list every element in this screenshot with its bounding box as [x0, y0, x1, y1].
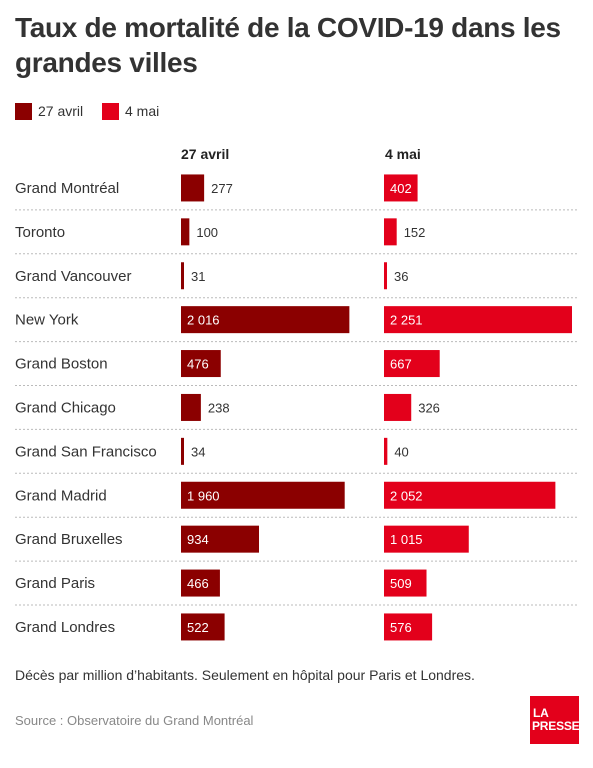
bar-grand-paris-27-avril — [181, 569, 220, 597]
bar-grand-san-francisco-4-mai — [384, 437, 388, 465]
footnote: Décès par million d’habitants. Seulement… — [15, 667, 475, 683]
legend-swatch-27-avril — [15, 103, 32, 120]
bar-grand-bruxelles-27-avril — [181, 525, 260, 553]
category-label-toronto: Toronto — [15, 224, 65, 241]
bar-grand-vancouver-4-mai — [384, 262, 388, 290]
value-label-grand-boston-27-avril: 476 — [187, 357, 209, 372]
bar-grand-montreal-27-avril — [181, 174, 205, 202]
value-label-grand-vancouver-27-avril: 31 — [191, 269, 205, 284]
bar-grand-chicago-4-mai — [384, 393, 412, 421]
value-label-grand-bruxelles-27-avril: 934 — [187, 532, 209, 547]
bar-grand-londres-27-avril — [181, 613, 225, 641]
category-label-grand-montreal: Grand Montréal — [15, 180, 119, 197]
value-label-grand-madrid-4-mai: 2 052 — [390, 488, 423, 503]
bar-grand-paris-4-mai — [384, 569, 427, 597]
bar-grand-chicago-27-avril — [181, 393, 201, 421]
value-label-grand-paris-4-mai: 509 — [390, 576, 412, 591]
bar-chart: Grand Montréal 277 402 Toronto 100 152 Grand V… — [15, 174, 578, 641]
value-label-grand-chicago-27-avril: 238 — [208, 400, 230, 415]
value-label-grand-londres-27-avril: 522 — [187, 620, 209, 635]
value-label-toronto-4-mai: 152 — [404, 225, 426, 240]
category-label-grand-paris: Grand Paris — [15, 575, 95, 592]
category-label-grand-boston: Grand Boston — [15, 356, 108, 373]
category-label-grand-san-francisco: Grand San Francisco — [15, 443, 157, 460]
value-label-grand-madrid-27-avril: 1 960 — [187, 488, 220, 503]
value-label-toronto-27-avril: 100 — [196, 225, 218, 240]
category-label-grand-londres: Grand Londres — [15, 619, 115, 636]
value-label-new-york-4-mai: 2 251 — [390, 313, 423, 328]
category-label-grand-bruxelles: Grand Bruxelles — [15, 531, 123, 548]
value-label-grand-chicago-4-mai: 326 — [418, 400, 440, 415]
bar-new-york-27-avril — [181, 306, 350, 334]
value-label-grand-san-francisco-4-mai: 40 — [394, 444, 408, 459]
value-label-grand-san-francisco-27-avril: 34 — [191, 444, 205, 459]
bar-grand-montreal-4-mai — [384, 174, 418, 202]
bar-new-york-4-mai — [384, 306, 572, 334]
column-header-4-mai: 4 mai — [385, 146, 421, 162]
value-label-grand-vancouver-4-mai: 36 — [394, 269, 408, 284]
category-label-grand-vancouver: Grand Vancouver — [15, 268, 131, 285]
bar-toronto-4-mai — [384, 218, 397, 246]
bar-grand-bruxelles-4-mai — [384, 525, 469, 553]
category-label-new-york: New York — [15, 312, 79, 329]
legend-label-4-mai: 4 mai — [125, 103, 160, 119]
bar-grand-vancouver-27-avril — [181, 262, 184, 290]
bar-grand-boston-27-avril — [181, 350, 221, 378]
value-label-grand-montreal-27-avril: 277 — [211, 181, 233, 196]
legend-swatch-4-mai — [102, 103, 119, 120]
source-credit: Source : Observatoire du Grand Montréal — [15, 713, 254, 728]
value-label-grand-montreal-4-mai: 402 — [390, 181, 412, 196]
value-label-new-york-27-avril: 2 016 — [187, 313, 220, 328]
bar-grand-madrid-4-mai — [384, 481, 556, 509]
bar-grand-londres-4-mai — [384, 613, 433, 641]
legend-label-27-avril: 27 avril — [38, 103, 84, 119]
logo-line-2: PRESSE — [532, 719, 580, 733]
value-label-grand-bruxelles-4-mai: 1 015 — [390, 532, 423, 547]
column-header-27-avril: 27 avril — [181, 146, 230, 162]
value-label-grand-paris-27-avril: 466 — [187, 576, 209, 591]
bar-grand-madrid-27-avril — [181, 481, 345, 509]
bar-grand-boston-4-mai — [384, 350, 440, 378]
bar-toronto-27-avril — [181, 218, 190, 246]
logo-line-1: LA — [533, 706, 549, 720]
chart-title: Taux de mortalité de la COVID-19 dans le… — [15, 12, 561, 78]
category-label-grand-madrid: Grand Madrid — [15, 487, 107, 504]
value-label-grand-boston-4-mai: 667 — [390, 357, 412, 372]
bar-grand-san-francisco-27-avril — [181, 437, 184, 465]
category-label-grand-chicago: Grand Chicago — [15, 399, 116, 416]
la-presse-logo: LA PRESSE — [530, 696, 580, 744]
value-label-grand-londres-4-mai: 576 — [390, 620, 412, 635]
